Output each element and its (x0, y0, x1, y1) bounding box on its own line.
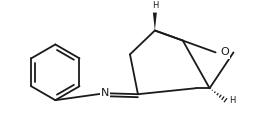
Polygon shape (153, 13, 157, 30)
Text: H: H (229, 96, 236, 105)
Text: N: N (101, 88, 109, 98)
Text: O: O (220, 47, 229, 57)
Text: H: H (152, 1, 158, 10)
